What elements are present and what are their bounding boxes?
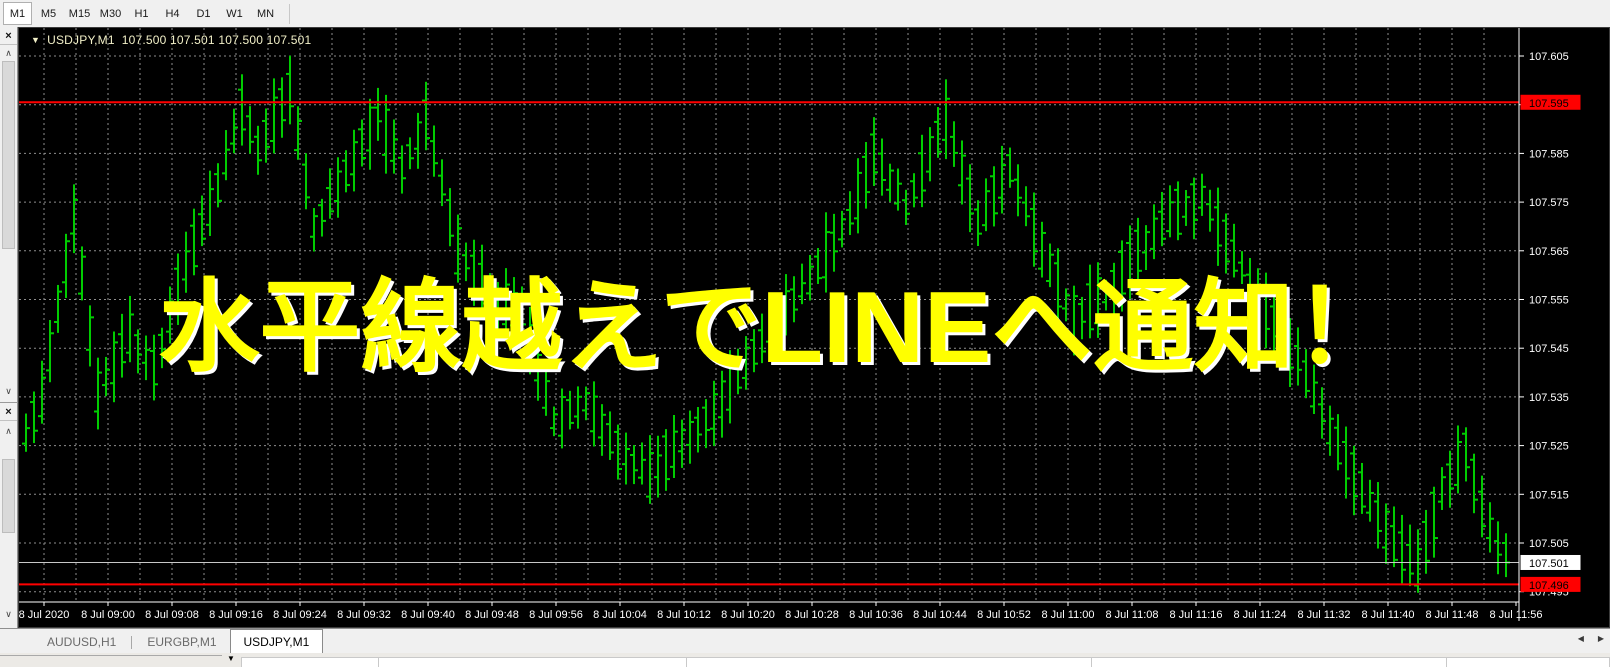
time-axis-label: 8 Jul 09:32 bbox=[337, 609, 391, 621]
timeframe-toolbar: M1 M5 M15 M30 H1 H4 D1 W1 MN bbox=[0, 0, 1610, 27]
divider bbox=[1091, 658, 1092, 667]
scroll-down-icon[interactable]: ∨ bbox=[5, 385, 12, 396]
time-axis-label: 8 Jul 2020 bbox=[19, 609, 69, 621]
price-axis-label: 107.545 bbox=[1529, 343, 1569, 355]
timeframe-button-w1[interactable]: W1 bbox=[226, 7, 243, 20]
time-axis-label: 8 Jul 11:24 bbox=[1233, 609, 1286, 621]
chart-title: ▼ USDJPY,M1 107.500 107.501 107.500 107.… bbox=[31, 33, 311, 47]
price-axis-label: 107.565 bbox=[1529, 246, 1569, 258]
divider bbox=[0, 655, 222, 656]
panel-header-row bbox=[241, 657, 1610, 667]
price-axis-label: 107.535 bbox=[1529, 392, 1569, 404]
divider bbox=[1446, 658, 1447, 667]
time-axis-label: 8 Jul 10:04 bbox=[593, 609, 647, 621]
toolbar-separator bbox=[289, 3, 290, 24]
timeframe-button-d1[interactable]: D1 bbox=[196, 7, 211, 20]
time-axis-label: 8 Jul 10:12 bbox=[657, 609, 711, 621]
timeframe-button-m15[interactable]: M15 bbox=[68, 7, 91, 20]
time-axis-label: 8 Jul 09:08 bbox=[145, 609, 199, 621]
divider bbox=[686, 658, 687, 667]
price-tag bbox=[1520, 554, 1581, 570]
timeframe-button-h1[interactable]: H1 bbox=[134, 7, 149, 20]
scroll-up-icon[interactable]: ∧ bbox=[5, 425, 12, 436]
timeframe-button-m30[interactable]: M30 bbox=[99, 7, 122, 20]
timeframe-button-m5[interactable]: M5 bbox=[40, 7, 57, 20]
divider bbox=[378, 658, 379, 667]
close-icon[interactable]: × bbox=[0, 403, 17, 421]
time-axis-label: 8 Jul 09:56 bbox=[529, 609, 583, 621]
time-axis-label: 8 Jul 11:32 bbox=[1297, 609, 1350, 621]
time-axis-label: 8 Jul 11:00 bbox=[1041, 609, 1094, 621]
tab-divider bbox=[131, 636, 133, 649]
chart-tab-usdjpy[interactable]: USDJPY,M1 bbox=[229, 629, 324, 653]
price-tag bbox=[1520, 94, 1581, 110]
price-tag-label: 107.595 bbox=[1529, 98, 1569, 110]
price-tag bbox=[1520, 576, 1581, 592]
timeframe-button-m1[interactable]: M1 bbox=[3, 2, 32, 25]
chart-symbol-label: USDJPY,M1 bbox=[47, 33, 115, 47]
time-axis-label: 8 Jul 10:28 bbox=[785, 609, 839, 621]
scrollbar-thumb[interactable] bbox=[2, 459, 15, 533]
price-axis-label: 107.525 bbox=[1529, 441, 1569, 453]
chart-window: 107.605 107.595 107.585 107.575 107.565 107.5… bbox=[18, 27, 1610, 628]
close-icon[interactable]: × bbox=[0, 27, 17, 45]
time-axis-label: 8 Jul 09:48 bbox=[465, 609, 519, 621]
scroll-up-icon[interactable]: ∧ bbox=[5, 47, 12, 58]
time-axis-label: 8 Jul 11:40 bbox=[1361, 609, 1414, 621]
time-axis-label: 8 Jul 09:00 bbox=[81, 609, 135, 621]
chart-canvas[interactable]: 107.605 107.595 107.585 107.575 107.565 107.5… bbox=[19, 28, 1609, 627]
timeframe-button-mn[interactable]: MN bbox=[256, 7, 275, 20]
left-chart-edge-bottom: × ∧ ∨ bbox=[0, 402, 18, 653]
time-axis-label: 8 Jul 10:20 bbox=[721, 609, 775, 621]
chart-tab-eurgbp[interactable]: EURGBP,M1 bbox=[147, 635, 217, 649]
price-axis-label: 107.605 bbox=[1529, 51, 1569, 63]
price-tag-label: 107.501 bbox=[1529, 558, 1569, 570]
tab-scroll-controls: ◀ ▶ bbox=[1578, 634, 1604, 643]
time-axis-label: 8 Jul 09:16 bbox=[209, 609, 263, 621]
price-tag-label: 107.496 bbox=[1529, 580, 1569, 592]
chart-dropdown-icon[interactable]: ▼ bbox=[31, 35, 41, 45]
timeframe-button-h4[interactable]: H4 bbox=[165, 7, 180, 20]
time-axis-label: 8 Jul 11:56 bbox=[1489, 609, 1542, 621]
time-axis-label: 8 Jul 11:16 bbox=[1169, 609, 1222, 621]
time-axis-label: 8 Jul 11:08 bbox=[1105, 609, 1158, 621]
price-axis-label: 107.515 bbox=[1529, 489, 1569, 501]
price-axis-label: 107.505 bbox=[1529, 538, 1569, 550]
price-axis-label: 107.585 bbox=[1529, 148, 1569, 160]
chart-tab-audusd[interactable]: AUDUSD,H1 bbox=[47, 635, 117, 649]
time-axis-label: 8 Jul 10:52 bbox=[977, 609, 1031, 621]
scrollbar-thumb[interactable] bbox=[2, 61, 15, 249]
left-chart-edge-top: × ∧ ∨ bbox=[0, 27, 18, 402]
chart-ohlc-values: 107.500 107.501 107.500 107.501 bbox=[121, 33, 312, 47]
tab-scroll-left-icon[interactable]: ◀ bbox=[1577, 634, 1584, 643]
panel-dropdown-icon[interactable]: ▼ bbox=[227, 654, 235, 663]
price-axis-label: 107.575 bbox=[1529, 197, 1569, 209]
bottom-panel-edge: ▼ bbox=[0, 653, 1610, 667]
price-axis-label: 107.555 bbox=[1529, 295, 1569, 307]
time-axis-label: 8 Jul 10:36 bbox=[849, 609, 903, 621]
time-axis-label: 8 Jul 09:24 bbox=[273, 609, 327, 621]
time-axis-label: 8 Jul 10:44 bbox=[913, 609, 967, 621]
time-axis-label: 8 Jul 09:40 bbox=[401, 609, 455, 621]
overlay-banner-text: 水平線越えでLINEへ通知！ bbox=[158, 272, 1396, 384]
tab-scroll-right-icon[interactable]: ▶ bbox=[1597, 634, 1604, 643]
scroll-down-icon[interactable]: ∨ bbox=[5, 608, 12, 619]
time-axis-label: 8 Jul 11:48 bbox=[1425, 609, 1478, 621]
chart-tab-bar: AUDUSD,H1 EURGBP,M1 USDJPY,M1 bbox=[0, 628, 1610, 653]
